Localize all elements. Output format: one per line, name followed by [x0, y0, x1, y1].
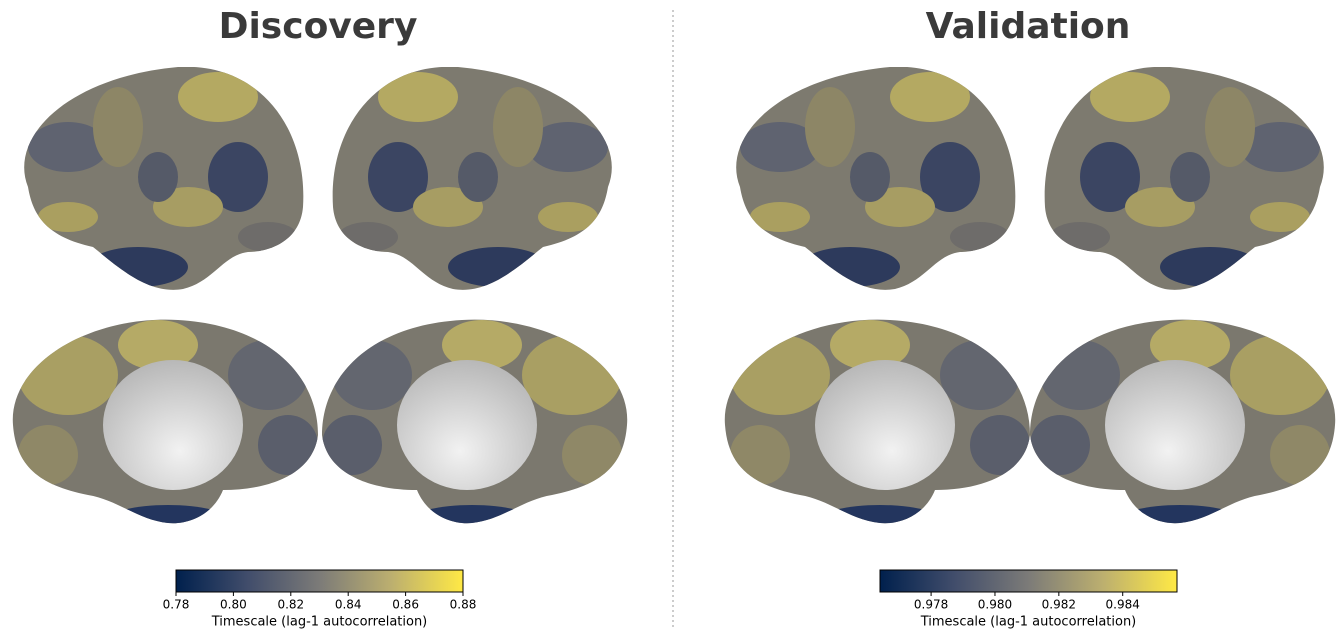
brains-validation: [720, 67, 1340, 535]
colorbar-tick-label: 0.980: [978, 598, 1012, 612]
panel-title: Discovery: [219, 6, 418, 47]
brain-medial: [312, 315, 632, 535]
colorbar-label: Timescale (lag-1 autocorrelation): [211, 615, 428, 630]
colorbar: [880, 570, 1177, 592]
colorbar: [176, 570, 463, 592]
brain-medial: [1020, 315, 1340, 535]
colorbar-tick-label: 0.80: [220, 598, 247, 612]
colorbar-tick-label: 0.982: [1042, 598, 1076, 612]
colorbar-tick-label: 0.82: [277, 598, 304, 612]
brain-lateral: [328, 67, 628, 297]
colorbar-tick-label: 0.84: [335, 598, 362, 612]
colorbar-tick-label: 0.984: [1106, 598, 1140, 612]
brain-medial: [8, 315, 328, 535]
brain-lateral: [8, 67, 308, 297]
panel-title: Validation: [926, 6, 1131, 47]
brain-lateral: [720, 67, 1020, 297]
brain-lateral: [1040, 67, 1340, 297]
colorbar-tick-label: 0.88: [450, 598, 477, 612]
colorbar-label: Timescale (lag-1 autocorrelation): [920, 615, 1137, 630]
brain-medial: [720, 315, 1040, 535]
brains-discovery: [8, 67, 632, 535]
colorbar-tick-label: 0.86: [392, 598, 419, 612]
figure: Discovery 0.78 0.80 0.82 0.84 0.86 0.88 Timesca…: [0, 0, 1344, 633]
colorbar-tick-label: 0.978: [914, 598, 948, 612]
colorbar-tick-label: 0.78: [163, 598, 190, 612]
